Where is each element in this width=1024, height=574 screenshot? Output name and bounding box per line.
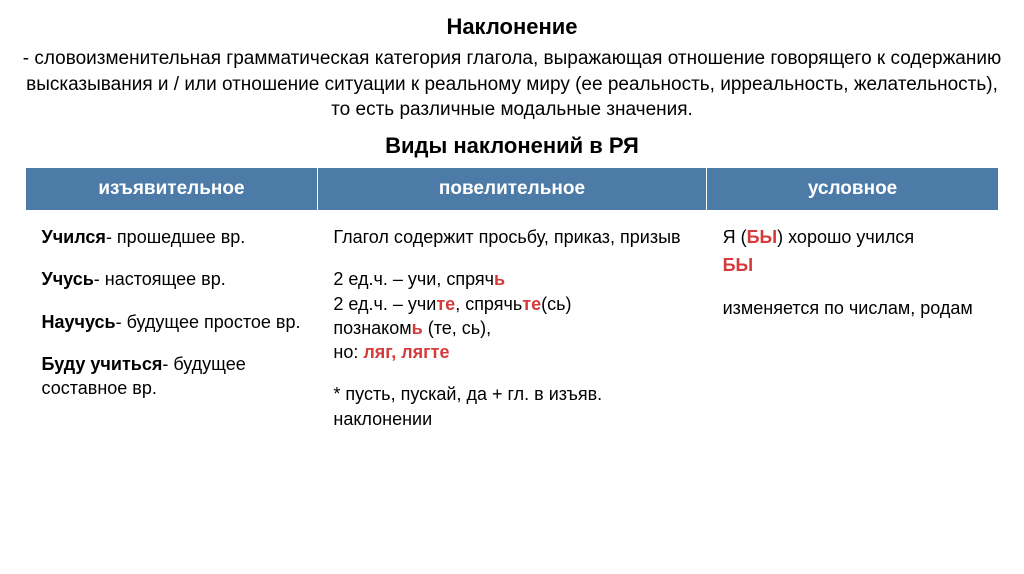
subtitle: Виды наклонений в РЯ — [18, 133, 1006, 159]
imp-pl-b: , спрячь — [455, 294, 522, 314]
col-header-indicative: изъявительное — [26, 167, 318, 210]
imp-pl-a: 2 ед.ч. – учи — [333, 294, 436, 314]
label-past: - прошедшее вр. — [106, 227, 245, 247]
cell-conditional: Я (БЫ) хорошо учился БЫ изменяется по чи… — [707, 210, 999, 451]
word-past: Учился — [42, 227, 106, 247]
imp-pozn-red: ь — [412, 318, 423, 338]
col-header-conditional: условное — [707, 167, 999, 210]
imp-pl-red1: те — [436, 294, 455, 314]
cell-imperative: Глагол содержит просьбу, приказ, призыв … — [317, 210, 706, 451]
cond-red2: БЫ — [723, 255, 754, 275]
imp-but-red: ляг, лягте — [363, 342, 449, 362]
cond-note: изменяется по числам, родам — [723, 296, 983, 320]
imp-pozn-a: познаком — [333, 318, 411, 338]
definition-text: - словоизменительная грамматическая кате… — [18, 46, 1006, 123]
page-title: Наклонение — [18, 14, 1006, 40]
imp-but-a: но: — [333, 342, 363, 362]
moods-table: изъявительное повелительное условное Учи… — [25, 167, 999, 451]
word-future-compound: Буду учиться — [42, 354, 163, 374]
cond-b: ) хорошо учился — [777, 227, 914, 247]
label-present: - настоящее вр. — [94, 269, 226, 289]
imp-pozn-b: (те, сь), — [423, 318, 491, 338]
label-future-simple: - будущее простое вр. — [116, 312, 301, 332]
cond-a: Я ( — [723, 227, 747, 247]
imp-sg-red: ь — [494, 269, 505, 289]
col-header-imperative: повелительное — [317, 167, 706, 210]
imp-pl-red2: те — [522, 294, 541, 314]
imperative-desc: Глагол содержит просьбу, приказ, призыв — [333, 225, 690, 249]
imp-note: * пусть, пускай, да + гл. в изъяв. накло… — [333, 382, 690, 431]
word-future-simple: Научусь — [42, 312, 116, 332]
imp-pl-c: (сь) — [541, 294, 571, 314]
cond-red1: БЫ — [747, 227, 778, 247]
cell-indicative: Учился- прошедшее вр. Учусь- настоящее в… — [26, 210, 318, 451]
word-present: Учусь — [42, 269, 94, 289]
imp-sg-text: 2 ед.ч. – учи, спряч — [333, 269, 494, 289]
